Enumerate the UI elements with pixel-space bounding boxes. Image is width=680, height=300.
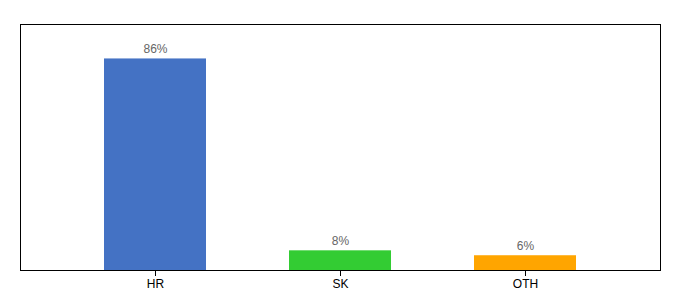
svg-text:86%: 86% <box>143 42 167 56</box>
svg-text:HR: HR <box>147 277 165 291</box>
svg-text:6%: 6% <box>517 239 535 253</box>
svg-text:SK: SK <box>332 277 348 291</box>
svg-text:8%: 8% <box>332 234 350 248</box>
svg-text:OTH: OTH <box>513 277 538 291</box>
